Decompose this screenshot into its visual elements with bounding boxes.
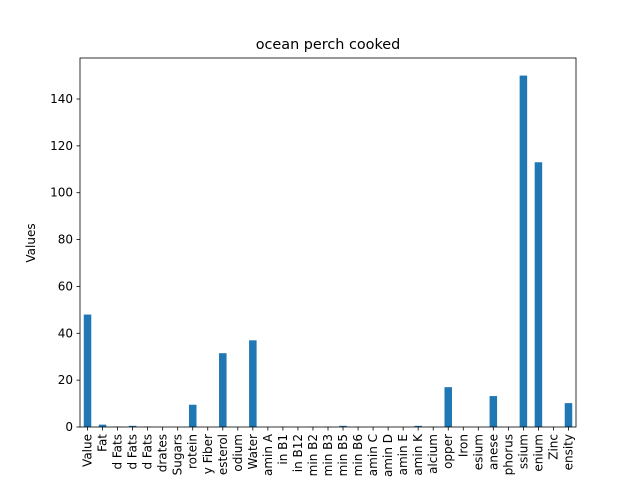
bar xyxy=(489,396,498,427)
x-tick-label: Value xyxy=(81,434,95,467)
x-tick-label: ssium xyxy=(516,434,530,469)
y-tick-label: 60 xyxy=(58,279,73,293)
x-tick-label: min B2 xyxy=(306,434,320,476)
x-tick-label: anese xyxy=(486,434,500,470)
bar xyxy=(519,75,528,428)
x-tick-label: esterol xyxy=(216,434,230,475)
x-tick-label: ensity xyxy=(561,434,575,470)
x-tick-label: min B6 xyxy=(351,434,365,476)
x-tick-label: y Fiber xyxy=(201,434,215,474)
x-tick-label: alcium xyxy=(426,434,440,474)
x-tick-label: phorus xyxy=(501,434,515,475)
chart-title: ocean perch cooked xyxy=(256,37,401,53)
x-tick-label: esium xyxy=(471,434,485,470)
bar xyxy=(534,162,543,427)
y-tick-label: 80 xyxy=(58,233,73,247)
y-tick-label: 100 xyxy=(50,186,73,200)
x-tick-label: d Fats xyxy=(141,434,155,470)
x-tick-label: amin D xyxy=(381,434,395,477)
x-axis-ticks: Value Fat d Fats d Fats d Fats drates Sugars ro… xyxy=(81,427,575,477)
x-tick-label: enium xyxy=(531,434,545,472)
y-tick-label: 40 xyxy=(58,326,73,340)
y-tick-label: 140 xyxy=(50,92,73,106)
bar xyxy=(564,403,573,427)
bar xyxy=(188,404,197,427)
bar xyxy=(414,425,422,427)
bar xyxy=(83,314,92,427)
x-tick-label: odium xyxy=(231,434,245,472)
x-tick-label: d Fats xyxy=(126,434,140,470)
x-tick-label: min B5 xyxy=(336,434,350,476)
plot-frame xyxy=(79,57,577,428)
bar xyxy=(444,387,452,427)
y-tick-label: 0 xyxy=(65,420,73,434)
x-tick-label: min B3 xyxy=(321,434,335,476)
x-tick-label: amin A xyxy=(261,433,275,476)
x-tick-label: opper xyxy=(441,434,455,469)
bar xyxy=(339,425,347,427)
x-tick-label: in B1 xyxy=(276,434,290,465)
y-axis-ticks: 0 20 40 60 80 100 120 140 xyxy=(50,92,80,434)
x-tick-label: Fat xyxy=(96,434,110,452)
x-tick-label: d Fats xyxy=(111,434,125,470)
x-tick-label: Sugars xyxy=(171,434,185,475)
x-tick-label: amin E xyxy=(396,434,410,475)
bar xyxy=(128,425,137,427)
x-tick-label: Water xyxy=(246,434,260,470)
x-tick-label: Zinc xyxy=(546,434,560,460)
x-tick-label: amin C xyxy=(366,434,380,476)
x-tick-label: rotein xyxy=(186,434,200,469)
bar xyxy=(98,424,107,427)
bar xyxy=(219,353,227,427)
x-tick-label: in B12 xyxy=(291,434,305,472)
x-tick-label: drates xyxy=(156,434,170,472)
x-tick-label: Iron xyxy=(456,434,470,457)
y-tick-label: 20 xyxy=(58,373,73,387)
y-axis-label: Values xyxy=(24,223,38,262)
bar xyxy=(249,340,257,427)
y-tick-label: 120 xyxy=(50,139,73,153)
x-tick-label: amin K xyxy=(411,433,425,476)
